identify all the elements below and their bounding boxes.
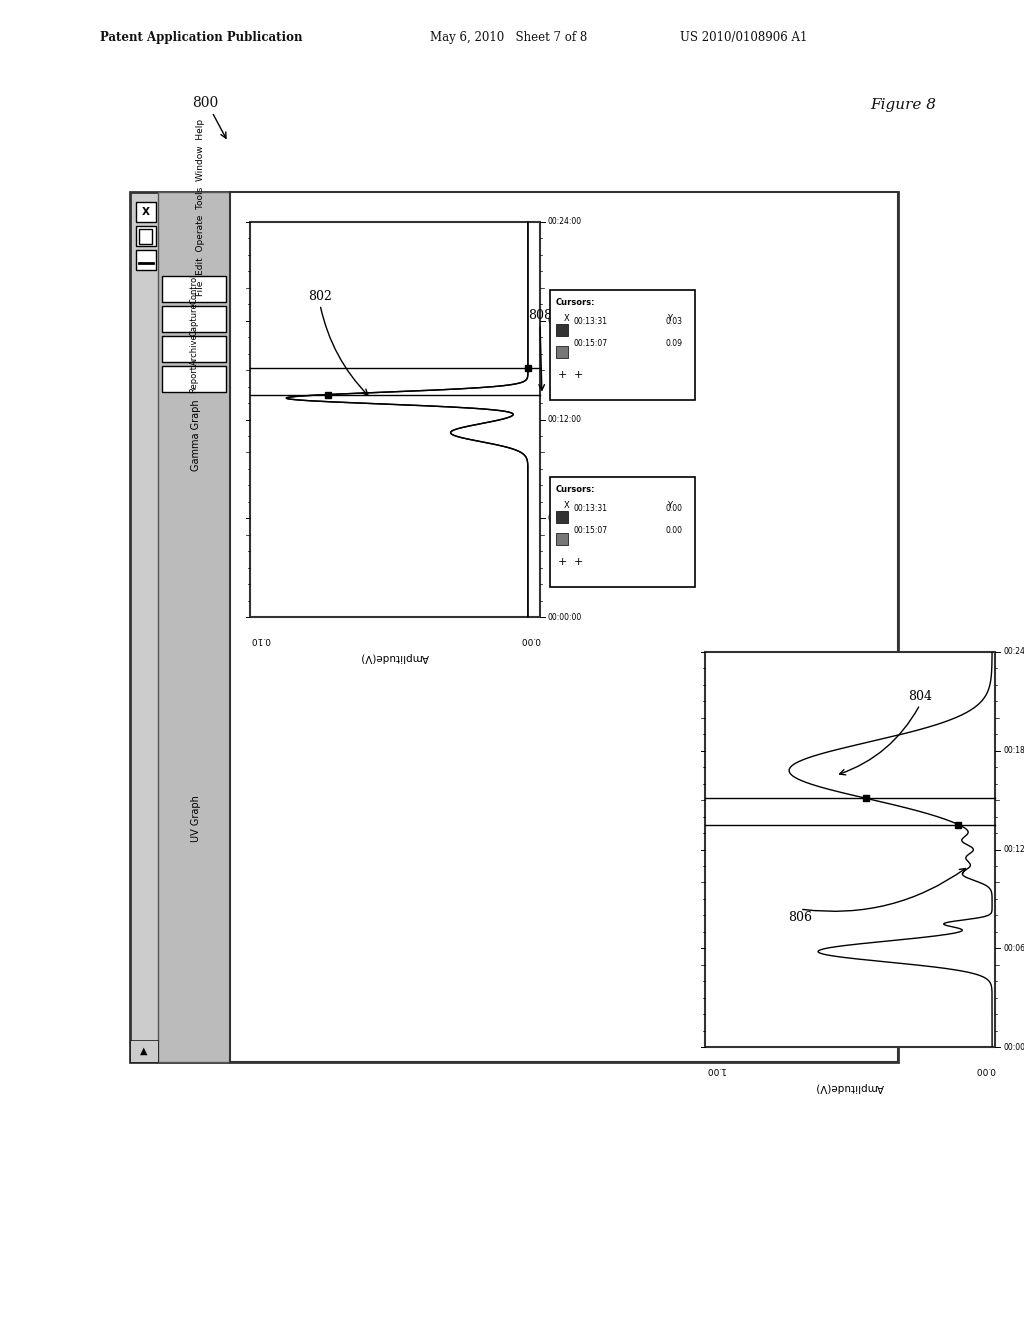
Text: 00:13:31: 00:13:31	[574, 504, 608, 513]
Text: UV Graph: UV Graph	[191, 795, 201, 842]
Text: 00:12:00: 00:12:00	[1002, 845, 1024, 854]
Bar	[162, 337, 226, 362]
Bar	[250, 222, 540, 616]
Text: +: +	[557, 370, 566, 380]
Text: Gamma Graph: Gamma Graph	[191, 400, 201, 471]
Bar	[136, 202, 156, 222]
Text: 806: 806	[788, 911, 812, 924]
Text: X: X	[142, 207, 150, 216]
Text: 00:13:31: 00:13:31	[574, 317, 608, 326]
Text: 0.03: 0.03	[665, 317, 682, 326]
Bar	[130, 1040, 158, 1063]
Text: 0.10: 0.10	[250, 635, 270, 644]
Text: 00:00:00: 00:00:00	[1002, 1043, 1024, 1052]
Text: X: X	[564, 502, 569, 510]
Text: 0.00: 0.00	[520, 635, 540, 644]
Bar	[556, 511, 568, 523]
Bar	[550, 290, 695, 400]
Text: 00:15:07: 00:15:07	[574, 339, 608, 348]
Text: Amplitude(V): Amplitude(V)	[816, 1082, 885, 1092]
Text: 00:12:00: 00:12:00	[548, 414, 582, 424]
Text: 804: 804	[908, 689, 932, 702]
Text: Capture: Capture	[189, 302, 199, 335]
Bar	[130, 191, 898, 1063]
Bar	[556, 346, 568, 358]
Text: 0.00: 0.00	[975, 1065, 995, 1074]
Text: A: A	[556, 504, 562, 513]
Bar	[162, 276, 226, 302]
Bar	[158, 191, 230, 1063]
Bar	[162, 366, 226, 392]
Text: 00:00:00: 00:00:00	[548, 612, 583, 622]
Text: A: A	[556, 317, 562, 326]
Text: 0.00: 0.00	[665, 504, 682, 513]
Text: 00:06:00: 00:06:00	[1002, 944, 1024, 953]
Text: 00:24:00: 00:24:00	[1002, 648, 1024, 656]
Text: Figure 8: Figure 8	[870, 98, 936, 112]
Text: 0.00: 0.00	[665, 525, 682, 535]
Text: 808: 808	[528, 309, 552, 322]
Bar	[556, 323, 568, 337]
Bar	[136, 226, 156, 246]
Bar	[556, 533, 568, 545]
Text: Amplitude(V): Amplitude(V)	[360, 652, 429, 663]
Text: B: B	[556, 525, 562, 535]
Text: US 2010/0108906 A1: US 2010/0108906 A1	[680, 32, 807, 45]
Bar	[162, 306, 226, 333]
Bar	[705, 652, 995, 1047]
Text: Cursors:: Cursors:	[556, 484, 596, 494]
Bar	[550, 477, 695, 587]
Text: 00:18:00: 00:18:00	[548, 317, 582, 325]
Text: Control: Control	[189, 273, 199, 304]
Text: +: +	[573, 370, 583, 380]
Text: X: X	[564, 314, 569, 323]
Text: 00:06:00: 00:06:00	[548, 513, 583, 523]
Text: 802: 802	[308, 289, 332, 302]
Bar	[230, 191, 898, 1063]
Bar	[139, 228, 152, 244]
Text: 00:15:07: 00:15:07	[574, 525, 608, 535]
Text: Y: Y	[667, 314, 672, 323]
Text: Cursors:: Cursors:	[556, 298, 596, 308]
Text: Archive: Archive	[189, 333, 199, 364]
Text: Report: Report	[189, 366, 199, 393]
Text: May 6, 2010   Sheet 7 of 8: May 6, 2010 Sheet 7 of 8	[430, 32, 587, 45]
Bar	[136, 249, 156, 271]
Text: 1.00: 1.00	[705, 1065, 725, 1074]
Text: 0.09: 0.09	[665, 339, 682, 348]
Text: Y: Y	[667, 502, 672, 510]
Text: 00:24:00: 00:24:00	[548, 218, 582, 227]
Text: File  Edit  Operate  Tools  Window  Help: File Edit Operate Tools Window Help	[196, 119, 205, 296]
Text: 00:18:00: 00:18:00	[1002, 746, 1024, 755]
Text: +: +	[573, 557, 583, 568]
Text: 800: 800	[191, 96, 218, 110]
Text: ▲: ▲	[140, 1045, 147, 1056]
Text: +: +	[557, 557, 566, 568]
Text: B: B	[556, 339, 562, 348]
Text: Patent Application Publication: Patent Application Publication	[100, 32, 302, 45]
